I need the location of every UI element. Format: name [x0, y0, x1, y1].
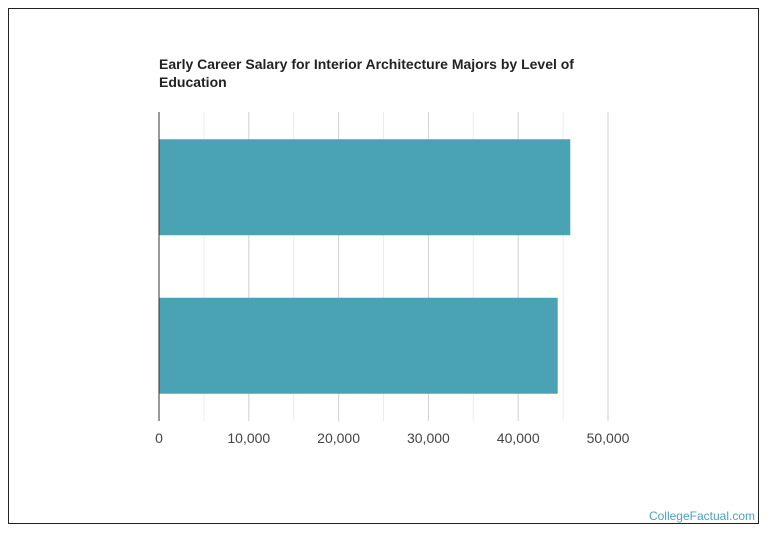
- bar-2: [159, 297, 558, 394]
- x-tick-label: 10,000: [227, 430, 270, 446]
- chart-title: Early Career Salary for Interior Archite…: [159, 56, 574, 90]
- x-tick-label: 50,000: [587, 430, 630, 446]
- x-tick-label: 30,000: [407, 430, 450, 446]
- x-tick-label: 40,000: [497, 430, 540, 446]
- x-tick-label: 0: [155, 430, 163, 446]
- watermark-credit: CollegeFactual.com: [648, 509, 755, 523]
- x-tick-label: 20,000: [317, 430, 360, 446]
- bar-1: [159, 139, 571, 236]
